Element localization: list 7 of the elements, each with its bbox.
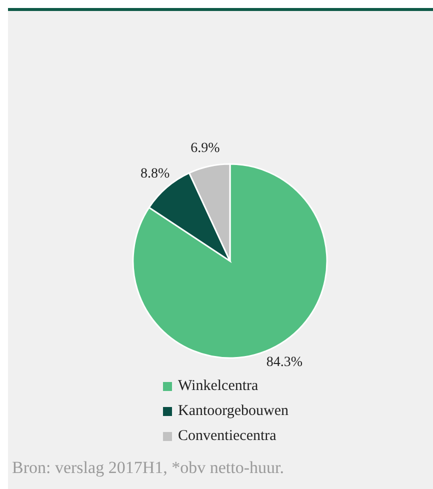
- data-label: 6.9%: [190, 141, 220, 156]
- legend-label: Kantoorgebouwen: [178, 403, 289, 420]
- text: Bron: verslag 2017H1, *obv netto-huur.: [12, 458, 284, 478]
- legend-label: Conventiecentra: [178, 428, 276, 445]
- data-label: 8.8%: [140, 166, 170, 182]
- legend-label: Winkelcentra: [178, 378, 258, 395]
- data-label: 84.3%: [266, 354, 303, 370]
